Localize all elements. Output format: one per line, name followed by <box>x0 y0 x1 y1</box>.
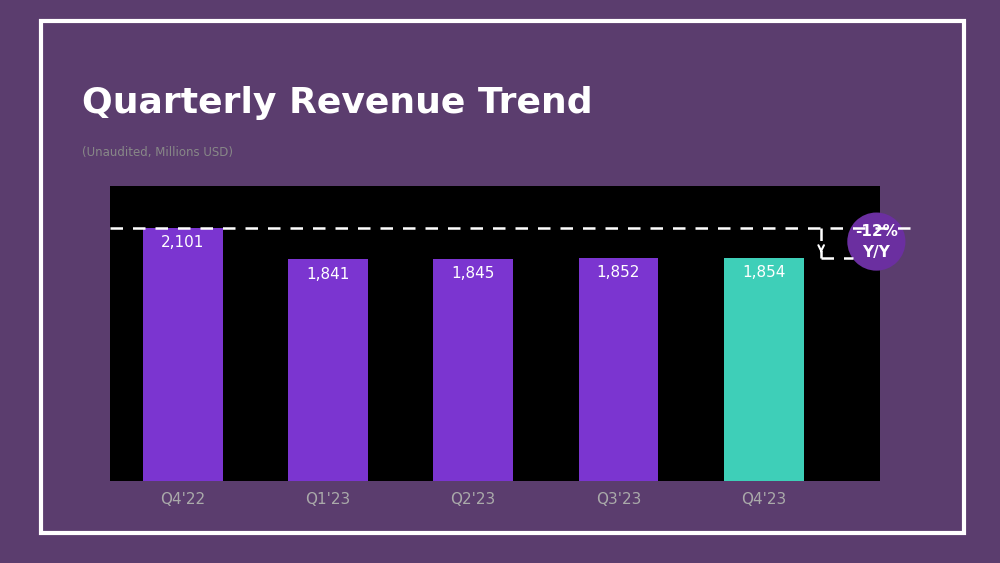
Bar <box>143 228 223 481</box>
Bar <box>433 259 513 481</box>
Bar <box>579 258 658 481</box>
Text: 1,854: 1,854 <box>742 265 785 280</box>
Bar <box>724 258 804 481</box>
Text: 2,101: 2,101 <box>161 235 204 250</box>
Text: 1,841: 1,841 <box>306 266 350 282</box>
Bar <box>288 259 368 481</box>
Text: Quarterly Revenue Trend: Quarterly Revenue Trend <box>82 86 592 120</box>
Text: -12%
Y/Y: -12% Y/Y <box>855 224 898 260</box>
Text: 1,845: 1,845 <box>452 266 495 281</box>
Text: (Unaudited, Millions USD): (Unaudited, Millions USD) <box>82 146 233 159</box>
Text: 1,852: 1,852 <box>597 265 640 280</box>
